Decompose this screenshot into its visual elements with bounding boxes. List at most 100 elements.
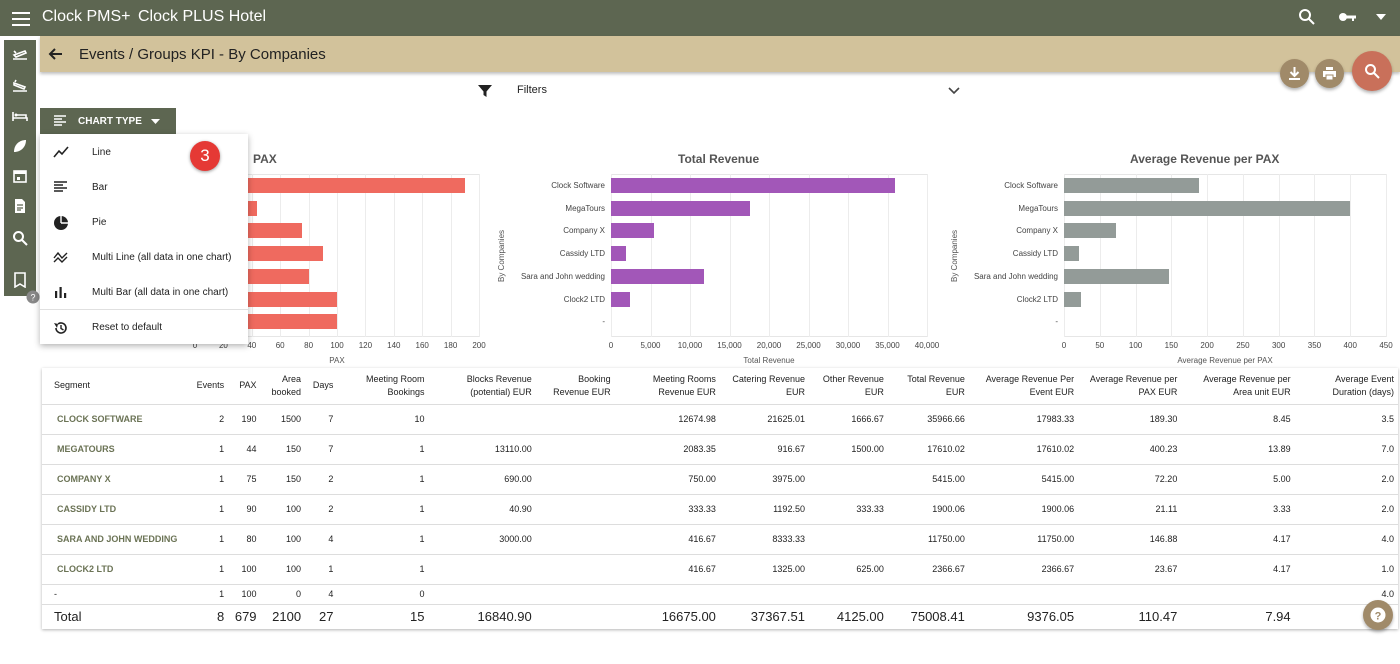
column-header[interactable]: Booking Revenue EUR (535, 368, 615, 405)
table-cell: 40.90 (428, 494, 536, 525)
segment-cell[interactable]: SARA AND JOHN WEDDING (42, 524, 184, 555)
chart-gridline (422, 174, 424, 337)
menu-item-reset[interactable]: Reset to default (40, 312, 248, 342)
menu-item-label: Multi Line (all data in one chart) (92, 252, 232, 263)
line-chart-icon (53, 146, 69, 158)
table-cell: 12674.98 (614, 404, 720, 435)
departure-icon[interactable] (12, 46, 28, 62)
arrival-icon[interactable] (12, 78, 28, 94)
kpi-table: Segment Events PAX Area booked Days Meeting R… (42, 368, 1398, 629)
menu-icon[interactable] (10, 8, 32, 28)
chart-gridline (769, 174, 770, 337)
download-button[interactable] (1280, 59, 1309, 88)
column-header[interactable]: Segment (42, 368, 184, 405)
table-cell: 1 (337, 554, 429, 585)
table-cell: 23.67 (1078, 554, 1182, 585)
column-header[interactable]: PAX (228, 368, 261, 405)
chart-gridline (927, 174, 928, 337)
reset-icon (54, 322, 67, 334)
menu-item-multi-bar[interactable]: Multi Bar (all data in one chart) (40, 277, 248, 307)
table-cell: 1 (183, 434, 229, 465)
table-cell: 21625.01 (719, 404, 809, 435)
table-cell: 0 (337, 584, 429, 605)
column-header[interactable]: Average Revenue Per Event EUR (968, 368, 1079, 405)
calendar-icon[interactable] (12, 168, 28, 184)
column-header[interactable]: Average Event Duration (days) (1294, 368, 1398, 405)
chart-gridline (1278, 174, 1280, 337)
column-header[interactable]: Catering Revenue EUR (719, 368, 809, 405)
back-arrow-icon[interactable] (48, 46, 64, 62)
segment-cell[interactable]: COMPANY X (42, 464, 184, 495)
totals-row: Total 8 679 2100 27 15 16840.90 16675.00 37367.5… (42, 604, 1398, 629)
table-cell: 333.33 (808, 494, 888, 525)
segment-cell[interactable]: CASSIDY LTD (42, 494, 184, 525)
chart-type-button[interactable]: CHART TYPE (40, 108, 176, 134)
menu-item-multi-line[interactable]: Multi Line (all data in one chart) (40, 242, 248, 272)
chart-tick-label: 120 (358, 341, 373, 350)
chart-category-label: Clock2 LTD (563, 294, 605, 304)
help-small-icon[interactable]: ? (26, 290, 40, 304)
menu-item-label: Multi Bar (all data in one chart) (92, 287, 229, 298)
menu-item-label: Reset to default (92, 322, 163, 333)
table-cell: 27 (318, 609, 334, 625)
chart-tick-label: 0 (1061, 341, 1067, 350)
chevron-down-icon[interactable] (1376, 14, 1386, 20)
chart-tick-label: 160 (415, 341, 429, 350)
table-cell: 690.00 (428, 464, 536, 495)
chart-tick-label: 100 (1128, 341, 1143, 350)
table-cell: 1 (337, 434, 429, 465)
search-icon[interactable] (12, 230, 28, 246)
menu-item-pie[interactable]: Pie (40, 207, 248, 237)
leaf-icon[interactable] (12, 138, 28, 154)
table-cell (535, 584, 615, 605)
table-cell (808, 584, 888, 605)
column-header[interactable]: Days (305, 368, 338, 405)
column-header[interactable]: Blocks Revenue (potential) EUR (428, 368, 536, 405)
chart-gridline (393, 174, 395, 337)
column-header[interactable]: Average Revenue per Area unit EUR (1181, 368, 1295, 405)
chart-gridline (337, 174, 338, 337)
chart-tick-label: 20,000 (756, 341, 782, 350)
book-icon[interactable] (12, 272, 28, 288)
column-header[interactable]: Average Revenue per PAX EUR (1078, 368, 1182, 405)
table-cell: 625.00 (808, 554, 888, 585)
column-header[interactable]: Meeting Rooms Revenue EUR (614, 368, 720, 405)
search-fab-button[interactable] (1352, 51, 1392, 91)
table-cell: 100 (260, 554, 306, 585)
help-button[interactable]: ? (1363, 600, 1393, 630)
search-icon[interactable] (1298, 8, 1316, 26)
chart-gridline (848, 174, 849, 337)
print-button[interactable] (1315, 59, 1344, 88)
table-cell: 110.47 (1138, 609, 1178, 625)
segment-cell[interactable]: CLOCK SOFTWARE (42, 404, 184, 435)
column-header[interactable]: Area booked (260, 368, 306, 405)
filters-toggle[interactable]: Filters (478, 82, 962, 100)
column-header[interactable]: Meeting Room Bookings (337, 368, 429, 405)
table-cell (1181, 584, 1295, 605)
segment-cell[interactable]: MEGATOURS (42, 434, 184, 465)
segment-cell[interactable]: CLOCK2 LTD (42, 554, 184, 585)
table-cell: 15 (410, 609, 425, 625)
document-icon[interactable] (12, 198, 28, 214)
table-cell (428, 584, 536, 605)
table-cell: 333.33 (614, 494, 720, 525)
menu-item-line[interactable]: Line (40, 137, 248, 167)
key-icon[interactable] (1338, 8, 1358, 26)
table-cell (614, 584, 720, 605)
chart-gridline (1135, 174, 1137, 337)
step-badge: 3 (190, 141, 220, 171)
chart-tick-label: 20 (218, 341, 228, 350)
table-cell: 916.67 (719, 434, 809, 465)
menu-item-bar[interactable]: Bar (40, 172, 248, 202)
chart-gridline (1386, 174, 1387, 337)
column-header[interactable]: Other Revenue EUR (808, 368, 888, 405)
table-cell: 150 (260, 464, 306, 495)
chart-category-label: Clock Software (1004, 181, 1058, 190)
column-header[interactable]: Events (183, 368, 229, 405)
chart-bar (1064, 268, 1170, 284)
column-header[interactable]: Total Revenue EUR (887, 368, 969, 405)
bed-icon[interactable] (12, 108, 28, 124)
table-cell: 5.00 (1181, 464, 1295, 495)
table-cell: 3975.00 (719, 464, 809, 495)
chart-tick-label: 50 (1095, 341, 1105, 350)
